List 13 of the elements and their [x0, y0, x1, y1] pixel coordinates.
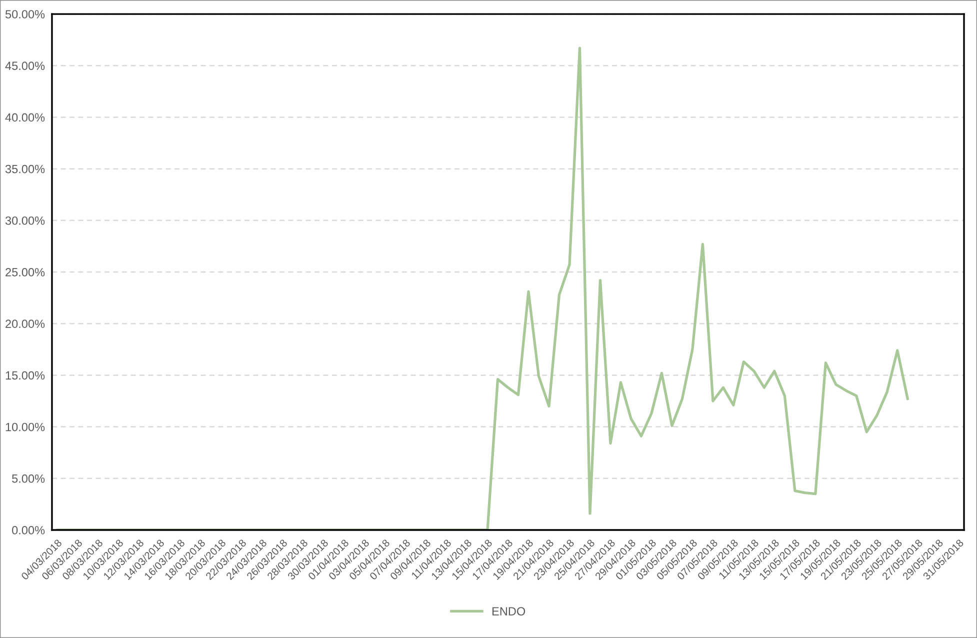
legend-label: ENDO [492, 607, 526, 616]
y-tick-label: 5.00% [12, 474, 45, 483]
y-tick-label: 20.00% [6, 320, 45, 328]
y-tick-label: 50.00% [5, 10, 45, 18]
y-tick-label: 10.00% [6, 422, 45, 432]
line-series [56, 46, 909, 530]
y-tick-label: 40.00% [5, 113, 45, 122]
y-tick-label: 25.00% [6, 268, 45, 276]
y-tick-label: 35.00% [5, 164, 45, 174]
y-tick-label: 15.00% [6, 371, 45, 380]
y-tick-label: 0.00% [12, 526, 45, 534]
y-tick-label: 45.00% [5, 62, 45, 70]
y-tick-label: 30.00% [5, 216, 45, 225]
